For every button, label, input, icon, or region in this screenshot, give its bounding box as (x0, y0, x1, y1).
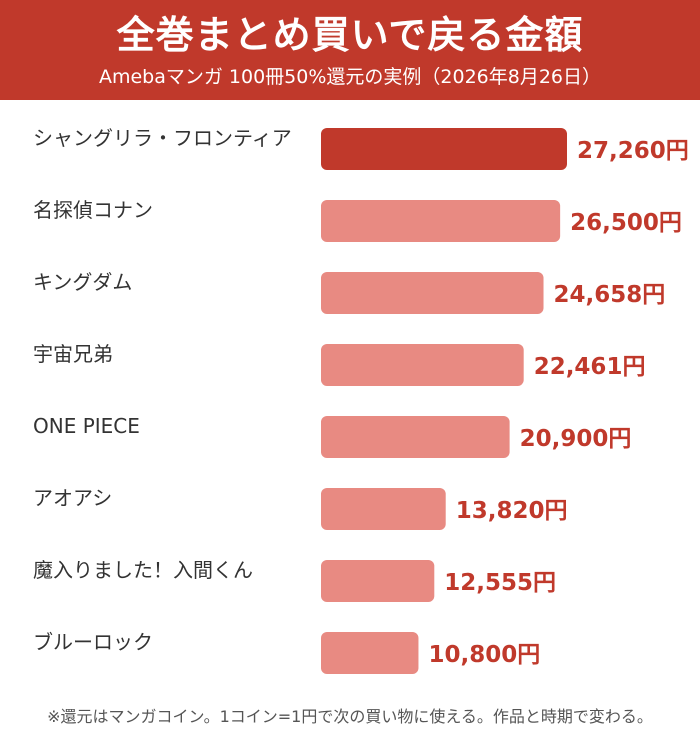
category-label: ブルーロック (33, 630, 153, 654)
bar-row: 名探偵コナン 26,500円 (33, 198, 682, 242)
bar-row: ONE PIECE 20,900円 (33, 414, 631, 458)
bar (321, 560, 435, 602)
bar-row: 魔入りました！入間くん 12,555円 (33, 558, 556, 602)
value-label: 22,461円 (534, 354, 646, 380)
bar-row: 宇宙兄弟 22,461円 (33, 342, 645, 386)
bar-row: シャングリラ・フロンティア 27,260円 (33, 126, 689, 170)
footnote: ※還元はマンガコイン。1コイン=1円で次の買い物に使える。作品と時期で変わる。 (47, 707, 653, 726)
bar (321, 632, 419, 674)
category-label: アオアシ (33, 486, 112, 510)
bar (321, 488, 446, 530)
category-label: 名探偵コナン (33, 198, 153, 222)
category-label: シャングリラ・フロンティア (33, 126, 292, 150)
bar (321, 344, 524, 386)
bar (321, 272, 544, 314)
bar (321, 128, 567, 170)
value-label: 12,555円 (444, 570, 556, 596)
bar-row: キングダム 24,658円 (33, 270, 665, 314)
bar (321, 200, 561, 242)
bar-row: ブルーロック 10,800円 (33, 630, 540, 674)
value-label: 24,658円 (554, 282, 666, 308)
bar-chart: シャングリラ・フロンティア 27,260円名探偵コナン 26,500円キングダム 24… (0, 100, 700, 700)
chart-title: 全巻まとめ買いで戻る金額 (116, 13, 584, 57)
bar-row: アオアシ 13,820円 (33, 486, 567, 530)
chart-header: 全巻まとめ買いで戻る金額 Amebaマンガ 100冊50%還元の実例（2026年… (0, 0, 700, 100)
category-label: ONE PIECE (33, 414, 140, 438)
chart-subtitle: Amebaマンガ 100冊50%還元の実例（2026年8月26日） (98, 66, 602, 88)
value-label: 26,500円 (570, 210, 682, 236)
value-label: 13,820円 (456, 498, 568, 524)
category-label: 魔入りました！入間くん (33, 558, 253, 582)
value-label: 10,800円 (428, 642, 540, 668)
value-label: 27,260円 (577, 138, 689, 164)
value-label: 20,900円 (520, 426, 632, 452)
category-label: 宇宙兄弟 (33, 342, 113, 366)
bar (321, 416, 510, 458)
category-label: キングダム (33, 270, 132, 294)
